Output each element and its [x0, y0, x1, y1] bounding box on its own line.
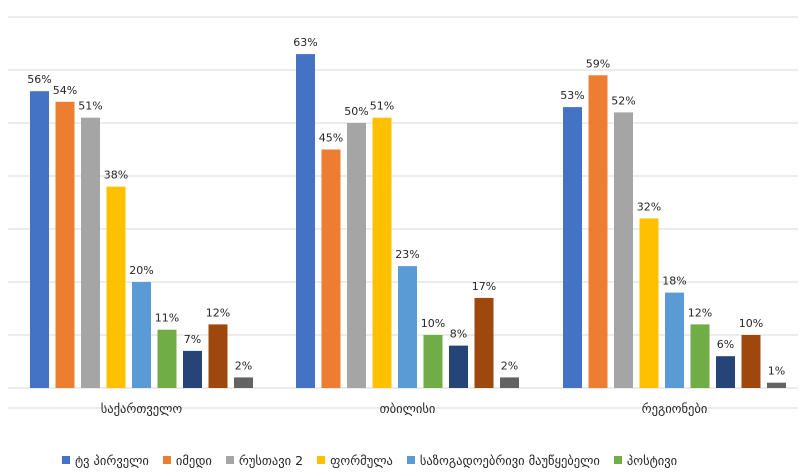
legend-swatch — [406, 456, 415, 464]
bar — [208, 324, 228, 388]
bar — [449, 345, 468, 388]
bar — [588, 75, 608, 389]
legend: ტვ პირველი იმედი რუსთავი 2 ფორმულა საზოგადოე… — [62, 450, 810, 470]
legend-item: იმედი — [162, 452, 212, 468]
bar — [665, 292, 684, 388]
data-label: 45% — [319, 132, 343, 145]
data-label: 56% — [27, 73, 51, 86]
bar — [347, 123, 366, 388]
data-label: 50% — [344, 105, 368, 118]
data-label: 10% — [421, 317, 445, 330]
data-label: 38% — [104, 169, 128, 182]
category-label: რეგიონები — [642, 401, 708, 416]
data-label: 18% — [662, 275, 686, 288]
legend-label: რუსთავი 2 — [238, 452, 304, 468]
data-label: 51% — [78, 100, 102, 113]
bar — [500, 377, 519, 388]
bar — [55, 101, 75, 389]
category-label: საქართველო — [101, 401, 183, 416]
bar — [423, 335, 443, 388]
category-label: თბილისი — [380, 401, 436, 416]
data-label: 2% — [501, 359, 518, 372]
data-label: 1% — [768, 365, 785, 378]
legend-swatch — [317, 456, 326, 464]
legend-item: ფორმულა — [317, 453, 393, 468]
data-label: 6% — [717, 338, 734, 351]
legend-label: საზოგადოებრივი მაუწყებელი — [419, 452, 600, 468]
data-label: 10% — [739, 317, 763, 330]
bar — [106, 186, 126, 388]
data-label: 11% — [155, 312, 179, 325]
legend-swatch — [62, 456, 70, 464]
data-label: 12% — [206, 306, 230, 319]
bar — [474, 297, 494, 388]
bar — [372, 117, 392, 388]
legend-item: რუსთავი 2 — [225, 452, 304, 468]
bar — [81, 117, 100, 388]
data-label: 63% — [293, 36, 317, 49]
bar — [690, 324, 710, 388]
bar — [296, 54, 315, 388]
data-label: 12% — [688, 306, 712, 319]
bar — [741, 335, 761, 388]
data-label: 52% — [611, 94, 635, 107]
legend-label: იმედი — [175, 452, 212, 468]
data-label: 54% — [53, 84, 77, 97]
category-labels: საქართველო თბილისი რეგიონები — [101, 401, 708, 416]
bars — [30, 54, 786, 389]
bar — [234, 377, 253, 388]
bar — [321, 149, 341, 388]
data-label: 20% — [129, 264, 153, 277]
bar-chart: 56%54%51%38%20%11%7%12%2%63%45%50% 51%23%… — [8, 16, 798, 416]
data-label: 53% — [560, 89, 584, 102]
data-label: 32% — [637, 200, 661, 213]
bar — [614, 112, 633, 389]
data-label: 2% — [235, 359, 252, 372]
bar — [767, 382, 786, 388]
data-label: 59% — [586, 57, 610, 70]
bar — [716, 356, 735, 388]
legend-item: საზოგადოებრივი მაუწყებელი — [406, 452, 600, 468]
legend-label: ფორმულა — [330, 452, 393, 468]
bar — [563, 107, 582, 388]
bar — [639, 218, 659, 388]
bar — [30, 91, 49, 388]
data-label: 23% — [395, 248, 419, 261]
data-label: 7% — [184, 333, 201, 346]
legend-swatch — [613, 456, 622, 464]
bar — [183, 350, 202, 388]
legend-label: ტვ პირველი — [75, 452, 149, 468]
bar — [398, 266, 417, 388]
bar — [157, 329, 177, 388]
data-label: 17% — [472, 280, 496, 293]
legend-item: ტვ პირველი — [62, 453, 149, 468]
data-label: 8% — [450, 328, 467, 341]
legend-item: პოსტივი — [613, 452, 678, 468]
bar — [132, 282, 151, 388]
legend-label: პოსტივი — [626, 452, 678, 468]
legend-swatch — [162, 456, 171, 464]
data-label: 51% — [370, 100, 394, 113]
value-labels: 56%54%51%38%20%11%7%12%2%63%45%50% 51%23%… — [27, 36, 785, 378]
legend-swatch — [225, 456, 234, 464]
